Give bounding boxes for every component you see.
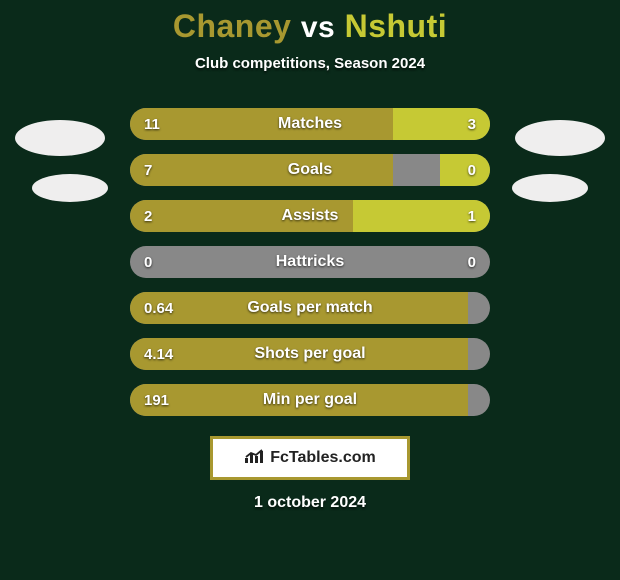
stat-label: Matches: [130, 108, 490, 140]
stat-row: 00Hattricks: [130, 246, 490, 278]
stat-row: 0.64Goals per match: [130, 292, 490, 324]
stat-rows-container: 113Matches 70Goals 21Assists 00Hattricks 0.6…: [0, 108, 620, 416]
stat-row: 70Goals: [130, 154, 490, 186]
stat-row: 21Assists: [130, 200, 490, 232]
stat-label: Shots per goal: [130, 338, 490, 370]
player-right-avatar-bottom: [512, 174, 588, 202]
subtitle: Club competitions, Season 2024: [0, 55, 620, 72]
player-left-avatar-top: [15, 120, 105, 156]
comparison-title: Chaney vs Nshuti: [0, 0, 620, 45]
badge-text: FcTables.com: [270, 449, 376, 467]
date-label: 1 october 2024: [0, 494, 620, 512]
stat-row: 191Min per goal: [130, 384, 490, 416]
player-right-name: Nshuti: [345, 8, 448, 44]
chart-icon: [244, 448, 264, 469]
stat-label: Goals: [130, 154, 490, 186]
stat-label: Goals per match: [130, 292, 490, 324]
stat-row: 4.14Shots per goal: [130, 338, 490, 370]
title-vs: vs: [301, 11, 335, 44]
stat-label: Min per goal: [130, 384, 490, 416]
stat-label: Assists: [130, 200, 490, 232]
player-left-avatar-bottom: [32, 174, 108, 202]
player-left-name: Chaney: [173, 8, 292, 44]
stat-label: Hattricks: [130, 246, 490, 278]
player-right-avatar-top: [515, 120, 605, 156]
site-badge: FcTables.com: [210, 436, 410, 480]
stat-row: 113Matches: [130, 108, 490, 140]
